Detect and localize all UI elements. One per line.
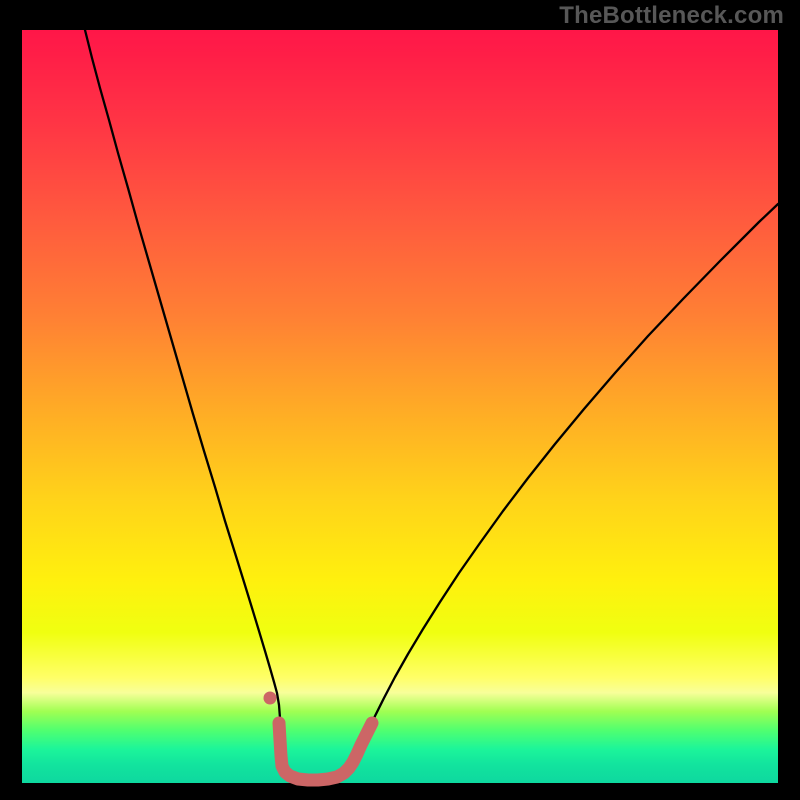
highlight-dot [264,692,277,705]
watermark-text: TheBottleneck.com [559,2,784,30]
bottleneck-chart [0,0,800,800]
